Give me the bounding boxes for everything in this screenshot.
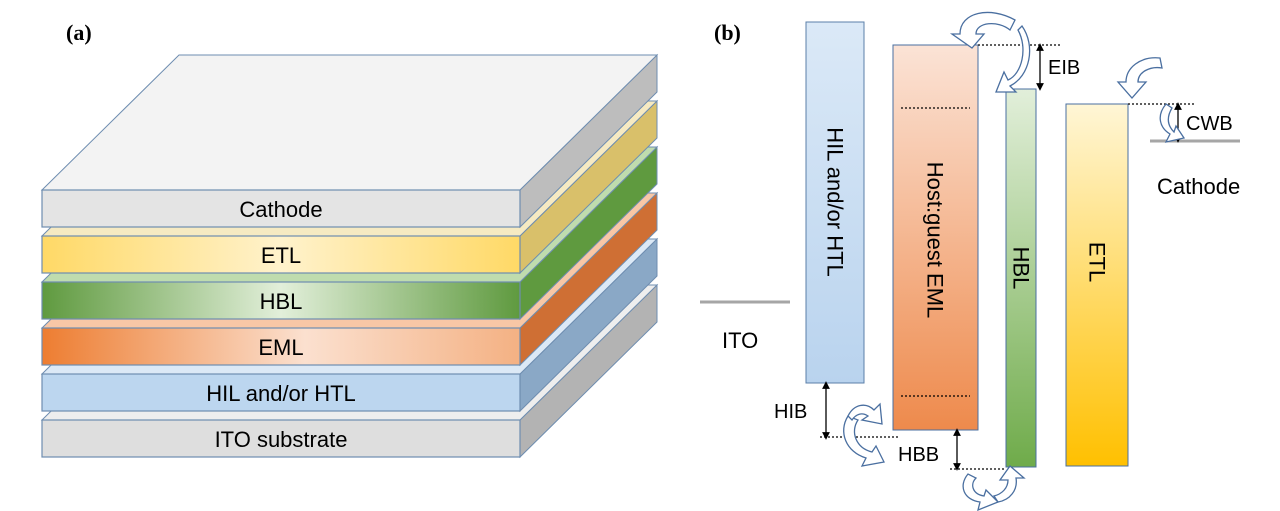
hbl-band-label: HBL (1009, 247, 1034, 290)
hib-curved-arrow-head (847, 402, 883, 425)
eml-band-label: Host:guest EML (923, 162, 948, 319)
energy-level-panel: (b) ITO Cathode HIL and/or HTL Host:gues… (700, 11, 1240, 511)
panel-b-label: (b) (714, 20, 741, 45)
layer-label: EML (258, 335, 303, 360)
layer-label: ITO substrate (215, 427, 348, 452)
layer-label: ETL (261, 243, 301, 268)
layer-front-face (41, 189, 521, 228)
hil-htl-band-label: HIL and/or HTL (823, 127, 848, 277)
hib-label: HIB (774, 401, 807, 423)
layer-label: Cathode (239, 197, 322, 222)
layer-front-face (41, 373, 521, 412)
etl-band (1065, 103, 1129, 467)
hbb-curved-arrow-head (992, 465, 1026, 503)
layer-stack: ITO substrate HIL and/or HTL EML HBL ETL Cath… (40, 53, 659, 459)
cathode-label: Cathode (1157, 174, 1240, 199)
layer-front-face (41, 281, 521, 320)
layer-front-face (41, 327, 521, 366)
hib-curved-arrow (843, 415, 885, 467)
layer-front-face (41, 235, 521, 274)
cwb-label: CWB (1186, 113, 1233, 135)
cwb-curved-arrow (1116, 57, 1163, 99)
hbb-curved-arrow (962, 473, 1000, 511)
cwb-curved-arrow-tail (1159, 103, 1186, 143)
hil-htl-band (805, 21, 865, 384)
eib-curved-arrow (949, 11, 1016, 49)
layer-stack-panel: (a) ITO substrate HIL and/or HTL EML HBL ETL… (40, 20, 659, 459)
layer-label: HIL and/or HTL (206, 381, 356, 406)
layer-label: HBL (260, 289, 303, 314)
eib-curved-arrow-tail (995, 24, 1031, 93)
ito-label: ITO (722, 328, 758, 353)
layer-front-face (41, 419, 521, 458)
hbb-label: HBB (898, 444, 939, 466)
hbl-band (1005, 88, 1037, 468)
layer-cathode: Cathode (40, 53, 659, 229)
etl-band-label: ETL (1085, 242, 1110, 282)
eib-label: EIB (1048, 57, 1080, 79)
panel-a-label: (a) (66, 20, 92, 45)
eml-band (892, 44, 979, 431)
